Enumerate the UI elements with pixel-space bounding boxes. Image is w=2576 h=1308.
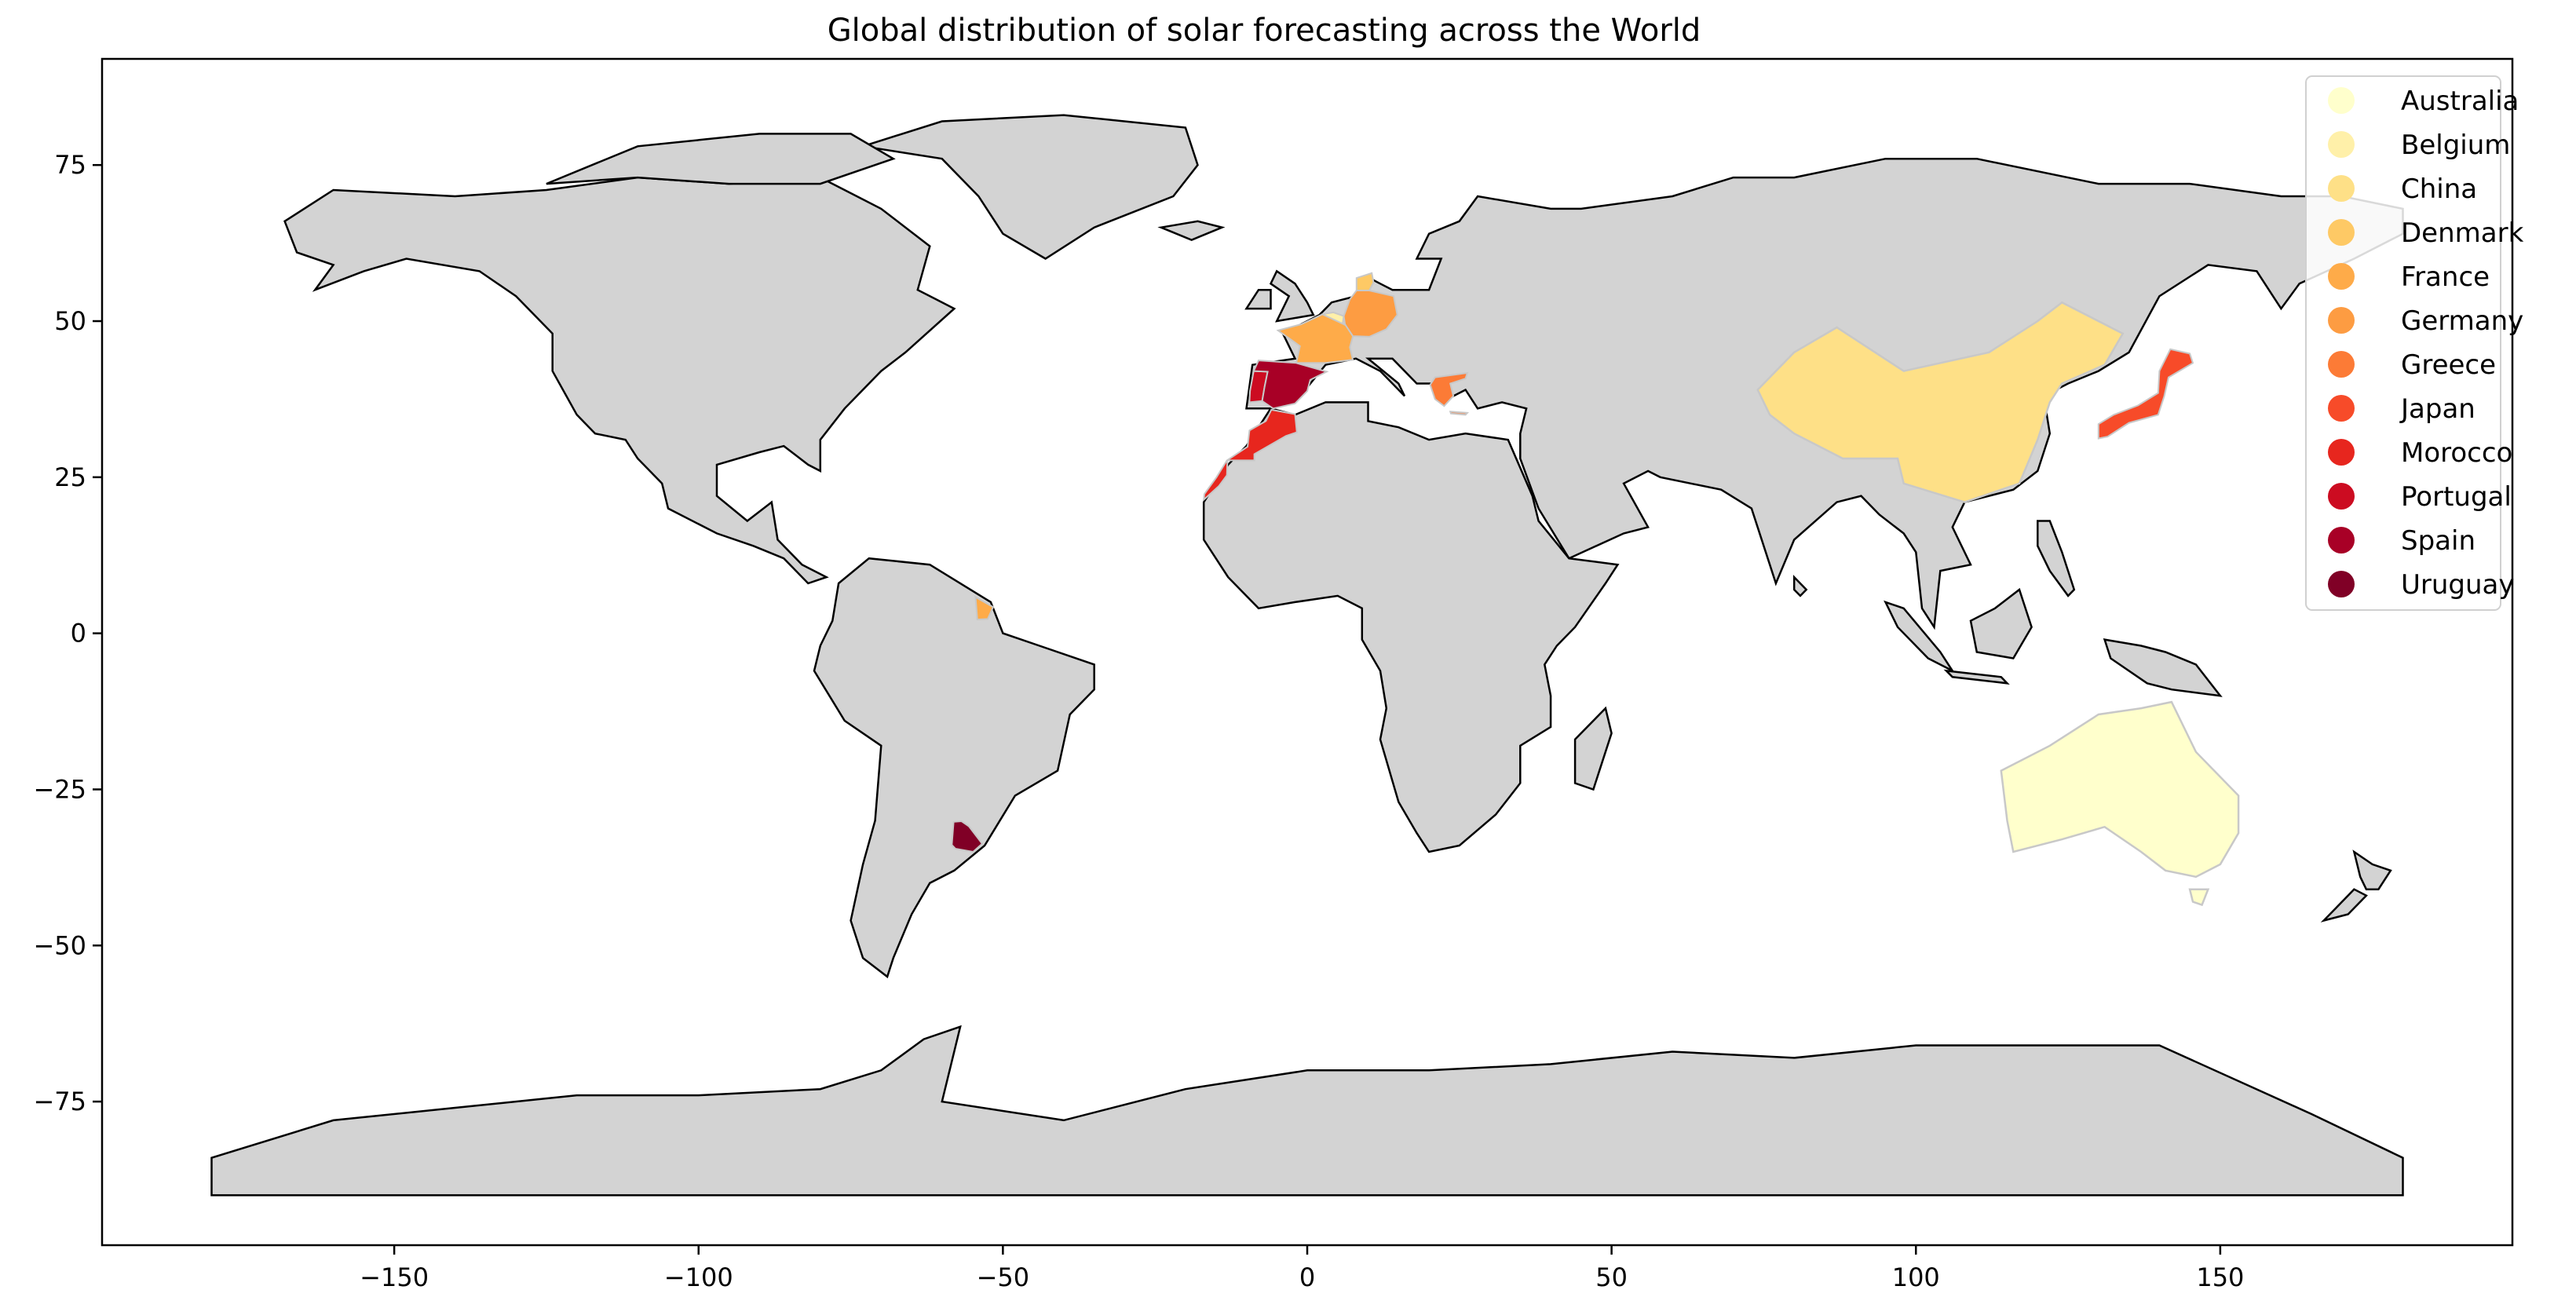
- x-tick-label: 150: [2196, 1262, 2244, 1292]
- legend-label: Japan: [2399, 393, 2476, 425]
- legend-marker: [2328, 571, 2355, 597]
- legend-label: Spain: [2401, 525, 2476, 557]
- x-tick-label: 0: [1299, 1262, 1315, 1292]
- country-spain: [1252, 360, 1329, 410]
- y-tick-label: −75: [33, 1087, 86, 1116]
- africa-landmass: [1202, 401, 1620, 853]
- country-morocco: [1202, 408, 1298, 502]
- legend-frame: [2305, 75, 2501, 611]
- country-crete: [1449, 411, 1470, 416]
- x-tick-label: 50: [1595, 1262, 1628, 1292]
- new-zealand-south-landmass: [2320, 888, 2368, 923]
- legend-item-morocco: Morocco: [2328, 437, 2512, 469]
- legend-label: China: [2401, 174, 2477, 205]
- legend-marker: [2328, 263, 2355, 290]
- legend: Australia Belgium China Denmark France German…: [2305, 75, 2524, 611]
- ireland-landmass: [1244, 288, 1272, 310]
- arctic-islands: [546, 133, 896, 185]
- legend-marker: [2328, 395, 2355, 422]
- legend-marker: [2328, 351, 2355, 378]
- borneo-landmass: [1969, 587, 2033, 659]
- great-britain-landmass: [1269, 269, 1315, 323]
- legend-item-france: France: [2328, 261, 2490, 293]
- north-america-landmass: [283, 176, 956, 585]
- legend-label: Portugal: [2401, 481, 2512, 513]
- legend-item-belgium: Belgium: [2328, 130, 2510, 161]
- y-tick-label: 25: [54, 462, 86, 492]
- legend-label: Uruguay: [2401, 569, 2515, 601]
- x-axis: −150 −100 −50 0 50 100 150: [360, 1245, 2244, 1292]
- legend-item-australia: Australia: [2328, 86, 2519, 117]
- legend-label: Morocco: [2401, 437, 2512, 469]
- country-greece: [1429, 371, 1469, 407]
- legend-item-spain: Spain: [2328, 525, 2476, 557]
- country-tasmania: [2188, 888, 2210, 907]
- legend-marker: [2328, 175, 2355, 202]
- y-tick-label: −50: [33, 930, 86, 960]
- sri-lanka-landmass: [1792, 575, 1808, 597]
- new-guinea-landmass: [2103, 638, 2223, 697]
- legend-marker: [2328, 483, 2355, 510]
- legend-item-portugal: Portugal: [2328, 481, 2512, 513]
- y-tick-label: −25: [33, 774, 86, 804]
- x-tick-label: 100: [1892, 1262, 1940, 1292]
- legend-item-greece: Greece: [2328, 349, 2496, 381]
- y-axis: 75 50 25 0 −25 −50 −75: [33, 150, 102, 1116]
- new-zealand-landmass: [2352, 849, 2392, 890]
- legend-marker: [2328, 219, 2355, 246]
- greenland-landmass: [862, 114, 1199, 260]
- y-tick-label: 50: [54, 306, 86, 336]
- x-tick-label: −150: [360, 1262, 429, 1292]
- country-australia: [2000, 700, 2240, 879]
- country-germany: [1343, 290, 1398, 338]
- y-tick-label: 0: [71, 619, 86, 649]
- legend-label: Germany: [2401, 305, 2523, 337]
- y-tick-label: 75: [54, 150, 86, 180]
- iceland-landmass: [1157, 220, 1226, 241]
- legend-item-china: China: [2328, 174, 2477, 205]
- java-landmass: [1943, 669, 2010, 685]
- highlighted-countries: [951, 272, 2240, 907]
- country-france: [1276, 313, 1356, 364]
- legend-marker: [2328, 439, 2355, 466]
- antarctica-landmass: [210, 1025, 2404, 1197]
- philippines-landmass: [2037, 520, 2076, 597]
- x-tick-label: −100: [664, 1262, 733, 1292]
- legend-marker: [2328, 131, 2355, 158]
- map-title: Global distribution of solar forecasting…: [828, 13, 1701, 49]
- legend-item-uruguay: Uruguay: [2328, 569, 2515, 601]
- legend-label: France: [2401, 261, 2490, 293]
- country-uruguay: [951, 820, 984, 853]
- legend-label: Greece: [2401, 349, 2496, 381]
- legend-marker: [2328, 307, 2355, 334]
- legend-label: Belgium: [2401, 130, 2510, 161]
- legend-marker: [2328, 527, 2355, 554]
- plot-area: [100, 57, 2514, 1247]
- country-french-guiana: [974, 595, 995, 621]
- legend-item-denmark: Denmark: [2328, 217, 2524, 249]
- legend-label: Denmark: [2401, 217, 2524, 249]
- country-japan: [2097, 348, 2194, 440]
- legend-marker: [2328, 87, 2355, 114]
- madagascar-landmass: [1573, 706, 1613, 791]
- legend-label: Australia: [2401, 86, 2519, 117]
- legend-item-germany: Germany: [2328, 305, 2523, 337]
- country-china: [1756, 301, 2125, 503]
- land-layer: [210, 114, 2404, 1197]
- legend-item-japan: Japan: [2328, 393, 2476, 425]
- south-america-landmass: [813, 557, 1095, 979]
- x-tick-label: −50: [977, 1262, 1030, 1292]
